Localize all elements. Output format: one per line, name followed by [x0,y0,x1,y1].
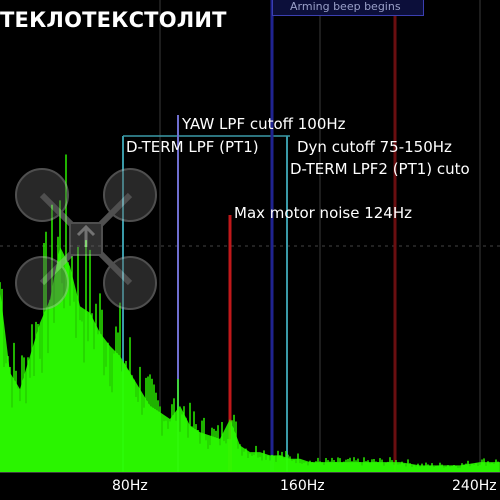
spectrum-noise [0,154,499,472]
page-title: ТЕКЛОТЕКСТОЛИТ [0,8,227,32]
max-motor-noise-label: Max motor noise 124Hz [234,204,413,222]
dyn-cutoff-label: Dyn cutoff 75-150Hz [297,138,452,156]
arming-beep-label: Arming beep begins [290,0,401,13]
quadcopter-icon [15,168,157,310]
x-tick-label: 240Hz [452,478,497,494]
x-tick-label: 160Hz [280,478,325,494]
dterm-lpf-label: D-TERM LPF (PT1) [126,138,259,156]
yaw-lpf-label: YAW LPF cutoff 100Hz [182,115,346,133]
spectrum-area [0,246,500,472]
x-tick-label: 80Hz [112,478,148,494]
dterm-lpf2-label: D-TERM LPF2 (PT1) cuto [290,160,470,178]
arming-beep-region [272,0,424,16]
filter-marker-lines [122,0,397,472]
